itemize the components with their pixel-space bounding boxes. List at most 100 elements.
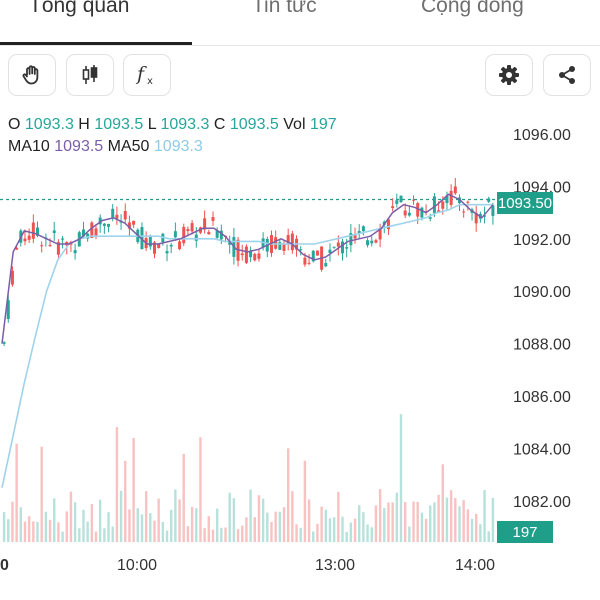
ohlc-legend: O 1093.3 H 1093.5 L 1093.3 C 1093.5 Vol … — [8, 116, 337, 134]
volume-bar — [491, 497, 495, 542]
function-icon: f x — [135, 63, 153, 87]
price-axis: 1096.001094.001092.001090.001088.001086.… — [513, 127, 571, 511]
volume-bar — [65, 511, 68, 542]
candle — [357, 224, 361, 240]
candle — [370, 236, 374, 247]
volume-bar — [203, 528, 206, 542]
volume-bar — [341, 516, 344, 542]
candle — [378, 223, 382, 248]
volume-bar — [36, 521, 39, 542]
volume-bar — [149, 513, 152, 542]
volume-bar — [98, 499, 102, 542]
tab-news[interactable]: Tin tức — [252, 0, 317, 17]
candle — [127, 215, 131, 236]
price-tick-label: 1090.00 — [513, 284, 571, 301]
gear-icon — [499, 65, 519, 85]
ma50-value: 1093.3 — [153, 138, 203, 155]
volume-bar — [395, 492, 399, 542]
open-label: O — [8, 116, 21, 133]
candle — [265, 236, 269, 258]
volume-bar — [23, 521, 27, 542]
volume-bar — [245, 517, 248, 542]
candle — [61, 236, 65, 249]
price-tick-label: 1096.00 — [513, 127, 571, 144]
candle — [169, 242, 173, 254]
volume-bar — [328, 518, 332, 542]
candle — [290, 230, 294, 254]
volume-bar — [170, 509, 173, 542]
candle — [173, 222, 177, 241]
candle — [203, 210, 207, 234]
candle — [299, 246, 303, 256]
indicators-button[interactable]: f x — [123, 54, 171, 96]
volume-bar — [462, 500, 465, 542]
candle — [328, 243, 332, 262]
volume-bar — [399, 414, 403, 542]
volume-bar — [128, 509, 131, 542]
candle — [10, 266, 14, 287]
candle — [6, 294, 10, 323]
volume-bar — [408, 526, 411, 542]
volume-bar — [78, 528, 81, 542]
chart-type-button[interactable] — [66, 54, 114, 96]
drawing-tool-button[interactable] — [8, 54, 56, 96]
candle — [361, 225, 365, 236]
volume-bar — [362, 512, 365, 542]
volume-bar — [178, 499, 181, 542]
candle — [424, 204, 428, 216]
volume-bar — [174, 489, 177, 542]
candle — [457, 194, 461, 212]
volume-bar — [7, 519, 10, 542]
candle — [366, 237, 370, 248]
volume-bar — [424, 518, 428, 542]
candle — [2, 341, 6, 347]
candle — [56, 239, 60, 258]
candle — [395, 193, 399, 208]
candle — [190, 220, 194, 235]
volume-bar — [437, 494, 440, 542]
svg-text:x: x — [147, 76, 153, 87]
volume-bar — [358, 505, 361, 542]
volume-bar — [69, 491, 73, 542]
candle — [31, 214, 35, 244]
volume-bar — [303, 460, 307, 542]
volume-bar — [27, 516, 31, 542]
volume-bar — [19, 507, 23, 542]
volume-bar — [82, 509, 85, 542]
volume-bar — [94, 531, 98, 542]
volume-bar — [270, 521, 273, 542]
volume-bar — [136, 508, 139, 542]
volume-bar — [345, 531, 348, 542]
candle — [249, 246, 253, 262]
candle — [207, 229, 211, 235]
open-value: 1093.3 — [24, 116, 74, 133]
candle — [182, 223, 186, 247]
volume-bar — [15, 443, 18, 542]
volume-bar — [182, 453, 185, 542]
volume-bar — [161, 521, 165, 542]
share-button[interactable] — [543, 54, 591, 96]
candle — [102, 223, 106, 234]
high-label: H — [78, 116, 90, 133]
volume-bar — [445, 497, 449, 542]
settings-button[interactable] — [485, 54, 533, 96]
volume-bar — [190, 506, 194, 542]
ma50-line — [1, 203, 493, 488]
tab-overview[interactable]: Tổng quan — [29, 0, 130, 17]
volume-bar — [403, 502, 407, 542]
volume-bar — [90, 503, 94, 542]
price-chart[interactable]: 1096.001094.001092.001090.001088.001086.… — [0, 100, 600, 600]
volume-bar — [291, 491, 294, 542]
candle — [27, 228, 31, 244]
volume-bar — [61, 531, 64, 542]
candle — [453, 177, 457, 196]
volume-label: Vol — [283, 116, 306, 133]
volume-bar — [458, 506, 461, 542]
candle — [90, 221, 94, 238]
volume-bar — [40, 446, 43, 542]
ma10-label: MA10 — [8, 138, 50, 155]
tab-community[interactable]: Cộng đồng — [421, 0, 524, 17]
volume-bar — [391, 502, 394, 542]
last-price-badge: 1093.50 — [497, 192, 553, 214]
volume-bar — [215, 508, 219, 542]
